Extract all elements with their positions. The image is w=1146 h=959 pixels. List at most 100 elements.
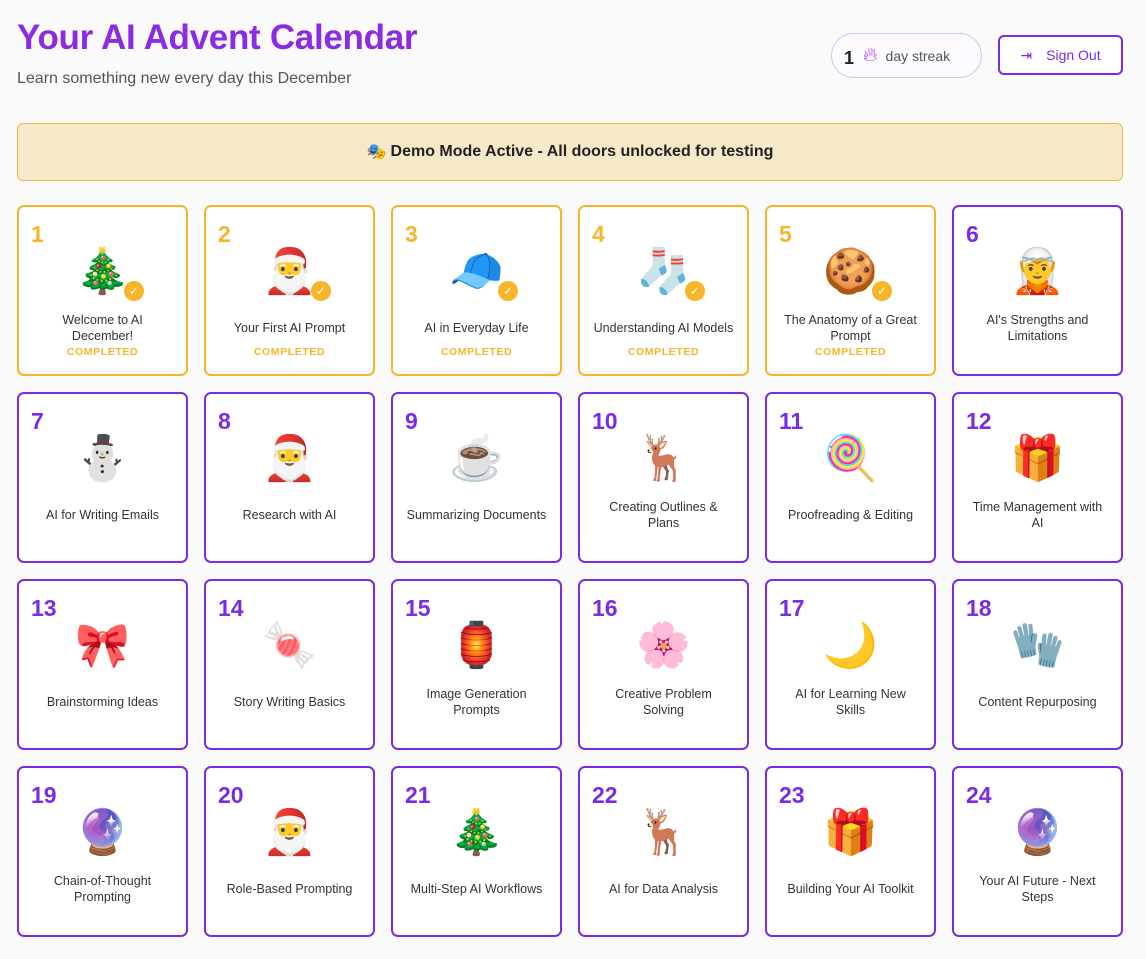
day-title: Proofreading & Editing bbox=[787, 508, 914, 522]
day-card-13[interactable]: 13 🎀 Brainstorming Ideas bbox=[17, 579, 188, 750]
day-card-10[interactable]: 10 🦌 Creating Outlines & Plans bbox=[578, 392, 749, 563]
page-title: Your AI Advent Calendar bbox=[17, 18, 418, 57]
illustration-glyph: 🦌 bbox=[636, 434, 691, 483]
illustration-glyph: 🍬 bbox=[262, 621, 317, 670]
demo-mode-banner: 🎭 Demo Mode Active - All doors unlocked … bbox=[17, 123, 1123, 181]
theater-masks-icon: 🎭 bbox=[366, 144, 387, 161]
day-title: Role-Based Prompting bbox=[226, 882, 353, 896]
day-number: 23 bbox=[779, 782, 805, 808]
day-illustration-icon: 🦌 bbox=[636, 798, 691, 868]
check-icon: ✓ bbox=[871, 281, 892, 301]
day-illustration-icon: 🏮 bbox=[449, 611, 504, 681]
completed-label: COMPLETED bbox=[814, 346, 887, 358]
day-card-14[interactable]: 14 🍬 Story Writing Basics bbox=[204, 579, 375, 750]
page-subtitle: Learn something new every day this Decem… bbox=[17, 70, 352, 87]
illustration-glyph: 🎁 bbox=[1010, 434, 1065, 483]
day-illustration-icon: 🎅 ✓ bbox=[262, 237, 331, 307]
illustration-glyph: ☕ bbox=[449, 434, 504, 483]
day-number: 21 bbox=[405, 782, 431, 808]
day-title: Your AI Future - Next Steps bbox=[979, 874, 1096, 904]
completed-label: COMPLETED bbox=[440, 346, 513, 358]
streak-count: 1 bbox=[844, 48, 855, 68]
illustration-glyph: 🎅 bbox=[262, 808, 317, 857]
day-card-21[interactable]: 21 🎄 Multi-Step AI Workflows bbox=[391, 766, 562, 937]
day-title: Building Your AI Toolkit bbox=[787, 882, 914, 896]
completed-label: COMPLETED bbox=[627, 346, 700, 358]
day-illustration-icon: 🧢 ✓ bbox=[449, 237, 518, 307]
flame-icon: 🔥︎ bbox=[862, 44, 878, 66]
day-title: Your First AI Prompt bbox=[233, 321, 346, 335]
day-illustration-icon: 🍭 bbox=[823, 424, 878, 494]
day-illustration-icon: 🍪 ✓ bbox=[823, 237, 892, 307]
day-card-5[interactable]: 5 🍪 ✓ The Anatomy of a Great Prompt COMPL… bbox=[765, 205, 936, 376]
day-number: 6 bbox=[966, 221, 979, 247]
illustration-glyph: 🎅 bbox=[262, 247, 317, 296]
day-number: 13 bbox=[31, 595, 57, 621]
illustration-glyph: 🏮 bbox=[449, 621, 504, 670]
day-number: 14 bbox=[218, 595, 244, 621]
day-number: 9 bbox=[405, 408, 418, 434]
illustration-glyph: 🍪 bbox=[823, 247, 878, 296]
day-card-9[interactable]: 9 ☕ Summarizing Documents bbox=[391, 392, 562, 563]
day-number: 18 bbox=[966, 595, 992, 621]
day-card-15[interactable]: 15 🏮 Image Generation Prompts bbox=[391, 579, 562, 750]
day-number: 24 bbox=[966, 782, 992, 808]
illustration-glyph: 🎄 bbox=[449, 808, 504, 857]
day-number: 8 bbox=[218, 408, 231, 434]
day-title: Story Writing Basics bbox=[233, 695, 346, 709]
completed-label: COMPLETED bbox=[66, 346, 139, 358]
day-card-16[interactable]: 16 🌸 Creative Problem Solving bbox=[578, 579, 749, 750]
day-title: Chain-of-Thought Prompting bbox=[53, 874, 152, 904]
check-icon: ✓ bbox=[497, 281, 518, 301]
day-number: 11 bbox=[779, 408, 804, 434]
day-illustration-icon: ☕ bbox=[449, 424, 504, 494]
illustration-glyph: 🔮 bbox=[75, 808, 130, 857]
sign-out-icon: ⇥ bbox=[1020, 46, 1033, 63]
day-title: Multi-Step AI Workflows bbox=[410, 882, 543, 896]
day-number: 7 bbox=[31, 408, 44, 434]
day-card-2[interactable]: 2 🎅 ✓ Your First AI Prompt COMPLETED bbox=[204, 205, 375, 376]
day-number: 15 bbox=[405, 595, 431, 621]
day-card-6[interactable]: 6 🧝 AI's Strengths and Limitations bbox=[952, 205, 1123, 376]
sign-out-label: Sign Out bbox=[1046, 47, 1101, 63]
day-card-20[interactable]: 20 🎅 Role-Based Prompting bbox=[204, 766, 375, 937]
day-card-1[interactable]: 1 🎄 ✓ Welcome to AI December! COMPLETED bbox=[17, 205, 188, 376]
illustration-glyph: 🧤 bbox=[1010, 621, 1065, 670]
day-title: Content Repurposing bbox=[978, 695, 1097, 709]
day-card-4[interactable]: 4 🧦 ✓ Understanding AI Models COMPLETED bbox=[578, 205, 749, 376]
day-card-22[interactable]: 22 🦌 AI for Data Analysis bbox=[578, 766, 749, 937]
day-card-23[interactable]: 23 🎁 Building Your AI Toolkit bbox=[765, 766, 936, 937]
sign-out-button[interactable]: ⇥ Sign Out bbox=[998, 35, 1123, 75]
day-card-12[interactable]: 12 🎁 Time Management with AI bbox=[952, 392, 1123, 563]
illustration-glyph: 🎄 bbox=[75, 247, 130, 296]
day-card-7[interactable]: 7 ⛄ AI for Writing Emails bbox=[17, 392, 188, 563]
day-card-19[interactable]: 19 🔮 Chain-of-Thought Prompting bbox=[17, 766, 188, 937]
day-illustration-icon: 🎁 bbox=[1010, 424, 1065, 494]
day-title: AI for Writing Emails bbox=[46, 508, 159, 522]
day-illustration-icon: 🧤 bbox=[1010, 611, 1065, 681]
day-title: Welcome to AI December! bbox=[62, 313, 143, 343]
day-title: AI in Everyday Life bbox=[424, 321, 529, 335]
day-number: 4 bbox=[592, 221, 605, 247]
illustration-glyph: 🦌 bbox=[636, 808, 691, 857]
day-card-3[interactable]: 3 🧢 ✓ AI in Everyday Life COMPLETED bbox=[391, 205, 562, 376]
check-icon: ✓ bbox=[123, 281, 144, 301]
check-icon: ✓ bbox=[684, 281, 705, 301]
illustration-glyph: 🌙 bbox=[823, 621, 878, 670]
day-title: Understanding AI Models bbox=[593, 321, 734, 335]
streak-badge: 🔥︎ 1 day streak bbox=[831, 33, 982, 78]
day-card-17[interactable]: 17 🌙 AI for Learning New Skills bbox=[765, 579, 936, 750]
day-card-8[interactable]: 8 🎅 Research with AI bbox=[204, 392, 375, 563]
day-illustration-icon: 🦌 bbox=[636, 424, 691, 494]
day-title: AI for Data Analysis bbox=[608, 882, 719, 896]
day-card-24[interactable]: 24 🔮 Your AI Future - Next Steps bbox=[952, 766, 1123, 937]
day-illustration-icon: 🎄 bbox=[449, 798, 504, 868]
day-illustration-icon: 🔮 bbox=[75, 798, 130, 868]
day-card-11[interactable]: 11 🍭 Proofreading & Editing bbox=[765, 392, 936, 563]
day-number: 17 bbox=[779, 595, 805, 621]
day-card-18[interactable]: 18 🧤 Content Repurposing bbox=[952, 579, 1123, 750]
day-illustration-icon: 🍬 bbox=[262, 611, 317, 681]
day-number: 3 bbox=[405, 221, 418, 247]
day-illustration-icon: 🎅 bbox=[262, 424, 317, 494]
day-number: 10 bbox=[592, 408, 618, 434]
